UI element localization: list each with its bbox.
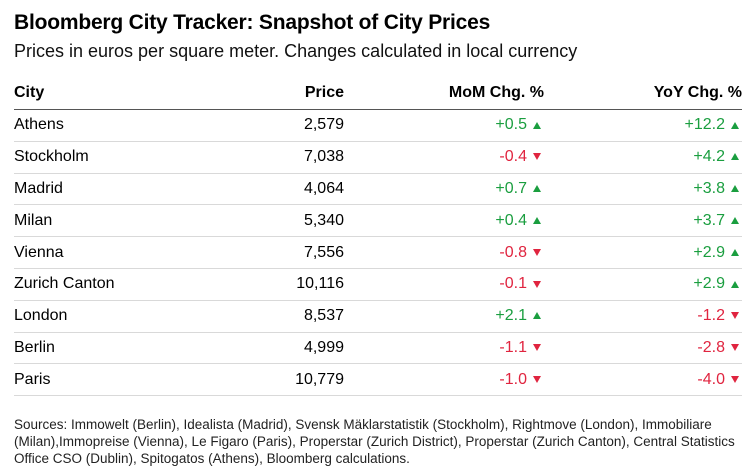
- up-triangle-icon: [731, 153, 739, 161]
- city-cell: Milan: [14, 204, 184, 238]
- yoy-change-value: +3.7: [693, 211, 725, 229]
- city-cell: Stockholm: [14, 141, 184, 174]
- price-cell: 7,556: [184, 236, 344, 269]
- city-cell: Zurich Canton: [14, 268, 184, 301]
- price-cell: 4,064: [184, 173, 344, 206]
- down-triangle-icon: [533, 280, 541, 288]
- up-triangle-icon: [731, 248, 739, 256]
- price-cell: 10,116: [184, 268, 344, 301]
- down-triangle-icon: [731, 344, 739, 352]
- up-triangle-icon: [533, 185, 541, 193]
- mom-change-cell: -0.8: [344, 236, 544, 269]
- city-cell: Athens: [14, 109, 184, 142]
- table-row: Milan 5,340 +0.4 +3.7: [14, 204, 742, 238]
- price-table: City Price MoM Chg. % YoY Chg. % Athens 2…: [14, 77, 742, 397]
- down-triangle-icon: [731, 376, 739, 384]
- mom-change-cell: -0.4: [344, 141, 544, 174]
- column-header-yoy: YoY Chg. %: [544, 77, 742, 110]
- table-row: Berlin 4,999 -1.1 -2.8: [14, 332, 742, 365]
- yoy-change-value: -1.2: [697, 307, 725, 325]
- yoy-change-cell: +2.9: [544, 236, 742, 269]
- table-row: London 8,537 +2.1 -1.2: [14, 300, 742, 333]
- city-cell: Madrid: [14, 173, 184, 206]
- down-triangle-icon: [533, 344, 541, 352]
- mom-change-cell: -1.1: [344, 332, 544, 365]
- price-cell: 7,038: [184, 141, 344, 174]
- table-header-row: City Price MoM Chg. % YoY Chg. %: [14, 77, 742, 110]
- table-row: Zurich Canton 10,116 -0.1 +2.9: [14, 268, 742, 301]
- up-triangle-icon: [731, 121, 739, 129]
- mom-change-value: +0.5: [495, 116, 527, 134]
- column-header-city: City: [14, 77, 184, 110]
- mom-change-value: -1.0: [499, 370, 527, 388]
- source-note: Sources: Immowelt (Berlin), Idealista (M…: [14, 417, 735, 467]
- table-row: Stockholm 7,038 -0.4 +4.2: [14, 141, 742, 174]
- table-row: Madrid 4,064 +0.7 +3.8: [14, 173, 742, 206]
- yoy-change-cell: +4.2: [544, 141, 742, 174]
- yoy-change-value: -4.0: [697, 370, 725, 388]
- column-header-mom: MoM Chg. %: [344, 77, 544, 110]
- city-cell: Vienna: [14, 236, 184, 269]
- yoy-change-cell: +12.2: [544, 109, 742, 142]
- yoy-change-value: +2.9: [693, 243, 725, 261]
- down-triangle-icon: [731, 312, 739, 320]
- chart-subtitle: Prices in euros per square meter. Change…: [14, 41, 578, 61]
- up-triangle-icon: [533, 217, 541, 225]
- up-triangle-icon: [731, 185, 739, 193]
- yoy-change-value: +3.8: [693, 179, 725, 197]
- yoy-change-cell: +3.8: [544, 173, 742, 206]
- up-triangle-icon: [533, 312, 541, 320]
- price-cell: 4,999: [184, 332, 344, 365]
- price-cell: 5,340: [184, 204, 344, 238]
- mom-change-value: -0.8: [499, 243, 527, 261]
- mom-change-value: +0.4: [495, 211, 527, 229]
- yoy-change-value: +12.2: [684, 116, 725, 134]
- yoy-change-cell: +3.7: [544, 204, 742, 238]
- chart-title: Bloomberg City Tracker: Snapshot of City…: [14, 11, 491, 34]
- yoy-change-cell: +2.9: [544, 268, 742, 301]
- up-triangle-icon: [533, 121, 541, 129]
- mom-change-value: +0.7: [495, 179, 527, 197]
- mom-change-value: -0.4: [499, 148, 527, 166]
- city-cell: London: [14, 300, 184, 333]
- yoy-change-cell: -2.8: [544, 332, 742, 365]
- up-triangle-icon: [731, 280, 739, 288]
- mom-change-cell: +2.1: [344, 300, 544, 333]
- table-row: Athens 2,579 +0.5 +12.2: [14, 109, 742, 142]
- mom-change-value: -0.1: [499, 275, 527, 293]
- yoy-change-value: +4.2: [693, 148, 725, 166]
- mom-change-cell: +0.7: [344, 173, 544, 206]
- table-row: Vienna 7,556 -0.8 +2.9: [14, 236, 742, 269]
- yoy-change-cell: -4.0: [544, 363, 742, 397]
- mom-change-cell: +0.4: [344, 204, 544, 238]
- city-cell: Berlin: [14, 332, 184, 365]
- down-triangle-icon: [533, 248, 541, 256]
- price-cell: 10,779: [184, 363, 344, 397]
- price-cell: 2,579: [184, 109, 344, 142]
- mom-change-value: +2.1: [495, 307, 527, 325]
- yoy-change-cell: -1.2: [544, 300, 742, 333]
- down-triangle-icon: [533, 153, 541, 161]
- mom-change-cell: -0.1: [344, 268, 544, 301]
- mom-change-cell: +0.5: [344, 109, 544, 142]
- city-cell: Paris: [14, 363, 184, 397]
- mom-change-cell: -1.0: [344, 363, 544, 397]
- down-triangle-icon: [533, 376, 541, 384]
- yoy-change-value: +2.9: [693, 275, 725, 293]
- yoy-change-value: -2.8: [697, 338, 725, 356]
- table-row: Paris 10,779 -1.0 -4.0: [14, 363, 742, 397]
- mom-change-value: -1.1: [499, 338, 527, 356]
- column-header-price: Price: [184, 77, 344, 110]
- up-triangle-icon: [731, 217, 739, 225]
- price-cell: 8,537: [184, 300, 344, 333]
